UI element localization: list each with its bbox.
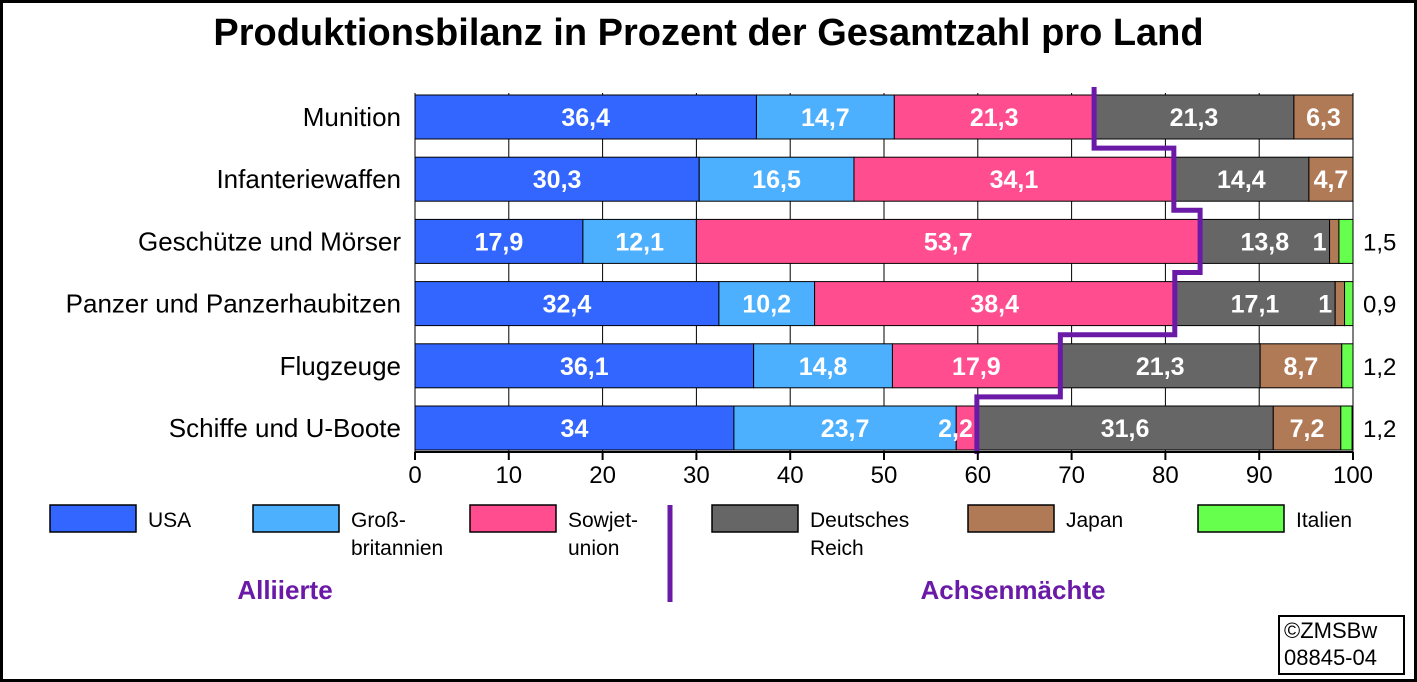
bar-value-label: 34,1 (990, 166, 1039, 194)
bar-segment (733, 405, 957, 451)
bar-segment (1259, 343, 1343, 389)
bar-segment (1272, 405, 1342, 451)
x-tick-label: 50 (871, 462, 898, 489)
category-label: Munition (303, 102, 401, 132)
bar-value-label: 1,5 (1363, 229, 1396, 256)
bar-value-label: 30,3 (533, 166, 582, 194)
category-label: Flugzeuge (280, 351, 401, 381)
bar-value-label: 36,4 (561, 104, 610, 132)
x-tick-label: 70 (1058, 462, 1085, 489)
bar-value-label: 1 (1318, 291, 1332, 319)
bar-segment (814, 281, 1176, 327)
bar-segment (1199, 218, 1331, 264)
chart-title: Produktionsbilanz in Prozent der Gesamtz… (213, 12, 1204, 54)
bar-value-label: 16,5 (752, 166, 801, 194)
x-tick-label: 60 (964, 462, 991, 489)
bar-value-label: 53,7 (924, 228, 973, 256)
bar-segment (1340, 405, 1353, 451)
bar-segment (1329, 218, 1340, 264)
bar-value-label: 36,1 (560, 353, 609, 381)
legend-label: Japan (1066, 509, 1123, 532)
legend-label: USA (148, 509, 191, 532)
bar-segment (582, 218, 697, 264)
bar-value-label: 4,7 (1314, 166, 1349, 194)
legend-label: Sowjet-union (568, 509, 638, 560)
bar-segment (755, 94, 895, 140)
bar-segment (1341, 343, 1354, 389)
bar-segment (414, 405, 735, 451)
x-tick-label: 90 (1246, 462, 1273, 489)
copyright-box: ©ZMSBw 08845-04 (1278, 615, 1405, 675)
bar-value-label: 10,2 (742, 291, 791, 319)
bar-segment (753, 343, 893, 389)
group-label-axis: Achsenmächte (921, 575, 1106, 605)
bar-segment (976, 405, 1274, 451)
x-tick-label: 100 (1333, 462, 1373, 489)
bar-value-label: 32,4 (543, 291, 592, 319)
bar-segment (1308, 156, 1354, 202)
bar-value-label: 38,4 (970, 291, 1019, 319)
legend-label: Groß-britannien (351, 509, 443, 560)
bar-value-label: 14,4 (1217, 166, 1266, 194)
x-tick-label: 80 (1152, 462, 1179, 489)
x-tick-label: 10 (495, 462, 522, 489)
bar-segment (414, 156, 700, 202)
x-tick-label: 20 (589, 462, 616, 489)
category-label: Infanteriewaffen (216, 164, 401, 194)
bar-segment (1093, 94, 1295, 140)
bar-value-label: 21,3 (970, 104, 1019, 132)
copyright-id: 08845-04 (1284, 645, 1377, 670)
legend-swatch (49, 504, 137, 533)
bar-value-label: 23,7 (821, 415, 870, 443)
bar-value-label: 7,2 (1290, 415, 1325, 443)
bar-value-label: 21,3 (1136, 353, 1185, 381)
bar-value-label: 1 (1313, 228, 1327, 256)
bar-value-label: 13,8 (1240, 228, 1289, 256)
legend-label: Italien (1296, 509, 1352, 532)
bar-segment (414, 218, 584, 264)
category-label: Geschütze und Mörser (138, 226, 401, 256)
bar-value-label: 14,7 (801, 104, 850, 132)
copyright-line: ©ZMSBw (1284, 618, 1378, 643)
legend-swatch (469, 504, 557, 533)
bar-value-label: 17,1 (1231, 291, 1280, 319)
allies-axis-divider (974, 87, 1203, 454)
legend-swatch (711, 504, 799, 533)
category-label: Panzer und Panzerhaubitzen (66, 289, 401, 319)
legend-swatch (1197, 504, 1285, 533)
bar-value-label: 17,9 (952, 353, 1001, 381)
bar-value-label: 31,6 (1101, 415, 1150, 443)
legend-swatch (967, 504, 1055, 533)
bar-segment (414, 281, 720, 327)
bar-segment (1344, 281, 1354, 327)
bar-value-label: 1,2 (1363, 354, 1396, 381)
bar-segment (695, 218, 1201, 264)
x-tick-label: 40 (777, 462, 804, 489)
bar-value-label: 12,1 (615, 228, 664, 256)
bar-segment (1334, 281, 1346, 327)
bar-segment (698, 156, 855, 202)
bar-value-label: 0,9 (1363, 292, 1396, 319)
category-label: Schiffe und U-Boote (169, 413, 401, 443)
bar-segment (718, 281, 816, 327)
bar-segment (1338, 218, 1354, 264)
bar-value-label: 34 (561, 415, 589, 443)
bar-value-label: 21,3 (1170, 104, 1219, 132)
bar-value-label: 8,7 (1284, 353, 1319, 381)
bar-value-label: 6,3 (1306, 104, 1341, 132)
x-tick-label: 30 (683, 462, 710, 489)
bar-segment (414, 343, 755, 389)
bar-value-label: 2,2 (938, 415, 973, 443)
legend-swatch (252, 504, 340, 533)
bar-segment (891, 343, 1061, 389)
legend-label: Deutsches Reich (810, 509, 909, 560)
bar-value-label: 17,9 (475, 228, 524, 256)
bar-value-label: 14,8 (799, 353, 848, 381)
bar-segment (853, 156, 1175, 202)
x-tick-label: 0 (408, 462, 421, 489)
bar-value-label: 1,2 (1363, 416, 1396, 443)
group-label-allies: Alliierte (237, 575, 332, 605)
bar-segment (1293, 94, 1354, 140)
